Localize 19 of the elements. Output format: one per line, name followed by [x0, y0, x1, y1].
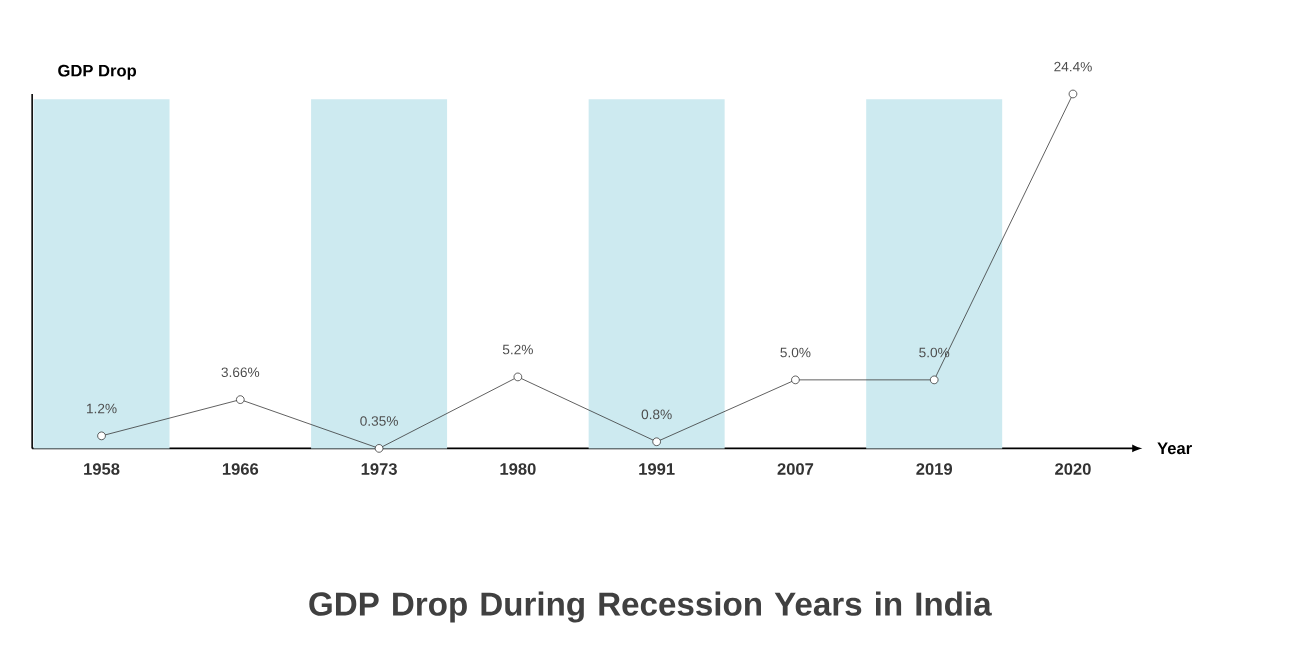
x-tick-label: 1973 [361, 463, 397, 476]
point [791, 375, 800, 385]
y-axis-title: GDP Drop [58, 64, 137, 80]
x-tick-label: 2007 [777, 463, 814, 476]
x-tick-label: 1980 [500, 463, 536, 476]
x-tick-label: 1991 [639, 463, 675, 476]
x-axis-title: Year [1157, 442, 1192, 455]
point [236, 395, 245, 405]
x-tick-label: 2020 [1055, 463, 1091, 476]
text: GDP Drop During Recession Years in India [309, 591, 992, 623]
point [652, 437, 661, 447]
x-tick-label: 2019 [916, 463, 953, 476]
x-tick-label: 1966 [222, 463, 259, 476]
point [513, 372, 523, 382]
point [374, 444, 384, 453]
point [1068, 89, 1078, 99]
x-tick-label: 1958 [84, 463, 120, 476]
point [929, 375, 939, 385]
point [97, 431, 106, 441]
